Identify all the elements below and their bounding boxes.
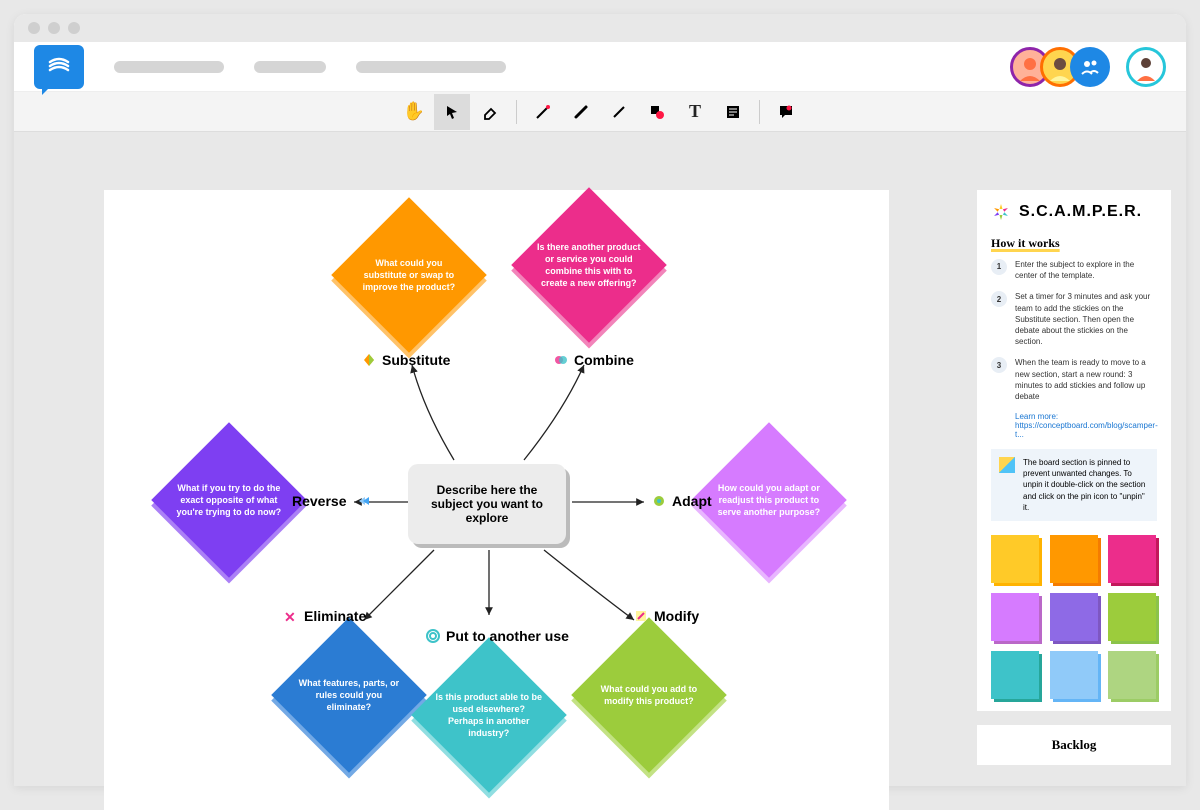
shape-tool[interactable]	[639, 94, 675, 130]
instructions-panel: S.C.A.M.P.E.R. How it works 1Enter the s…	[977, 190, 1171, 711]
how-it-works-title: How it works	[991, 236, 1157, 251]
sticky-swatch[interactable]	[991, 593, 1039, 641]
node-adapt[interactable]: How could you adapt or readjust this pro…	[714, 445, 824, 555]
label-put: Put to another use	[426, 628, 569, 644]
sticky-swatch[interactable]	[991, 651, 1039, 699]
sticky-swatch[interactable]	[1108, 535, 1156, 583]
canvas[interactable]: What could you substitute or swap to imp…	[104, 190, 889, 810]
node-prompt: What could you substitute or swap to imp…	[354, 257, 464, 293]
app-window: ✋ T	[14, 14, 1186, 786]
window-dot[interactable]	[48, 22, 60, 34]
avatar-group	[1020, 47, 1166, 87]
sticky-swatch[interactable]	[1050, 593, 1098, 641]
toolbar: ✋ T	[14, 92, 1186, 132]
brush-tool[interactable]	[563, 94, 599, 130]
avatar[interactable]	[1126, 47, 1166, 87]
pointer-tool[interactable]	[434, 94, 470, 130]
label-eliminate: ✕Eliminate	[284, 608, 366, 624]
sticky-swatch[interactable]	[1050, 535, 1098, 583]
note-tool[interactable]	[715, 94, 751, 130]
side-panel: S.C.A.M.P.E.R. How it works 1Enter the s…	[977, 190, 1171, 779]
titlebar	[14, 14, 1186, 42]
node-combine[interactable]: Is there another product or service you …	[534, 210, 644, 320]
node-prompt: Is there another product or service you …	[534, 241, 644, 290]
node-prompt: What if you try to do the exact opposite…	[174, 482, 284, 518]
label-combine: Combine	[554, 352, 634, 368]
line-tool[interactable]	[601, 94, 637, 130]
center-node[interactable]: Describe here the subject you want to ex…	[408, 464, 566, 544]
comment-tool[interactable]	[768, 94, 804, 130]
step-3: 3When the team is ready to move to a new…	[991, 357, 1157, 402]
node-prompt: What features, parts, or rules could you…	[294, 677, 404, 713]
workarea[interactable]: What could you substitute or swap to imp…	[14, 132, 1186, 786]
sticky-palette	[991, 535, 1157, 699]
label-adapt: Adapt	[652, 493, 712, 509]
node-prompt: What could you add to modify this produc…	[594, 683, 704, 707]
sticky-swatch[interactable]	[1108, 593, 1156, 641]
pin-icon	[999, 457, 1015, 473]
panel-title: S.C.A.M.P.E.R.	[991, 202, 1157, 222]
sticky-swatch[interactable]	[1050, 651, 1098, 699]
step-2: 2Set a timer for 3 minutes and ask your …	[991, 291, 1157, 347]
label-reverse: Reverse	[292, 493, 371, 509]
pin-tip: The board section is pinned to prevent u…	[991, 449, 1157, 521]
backlog-panel[interactable]: Backlog	[977, 725, 1171, 765]
burst-icon	[991, 202, 1011, 222]
sticky-swatch[interactable]	[991, 535, 1039, 583]
node-prompt: How could you adapt or readjust this pro…	[714, 482, 824, 518]
step-1: 1Enter the subject to explore in the cen…	[991, 259, 1157, 281]
node-eliminate[interactable]: What features, parts, or rules could you…	[294, 640, 404, 750]
pen-tool[interactable]	[525, 94, 561, 130]
label-substitute: Substitute	[362, 352, 450, 368]
eraser-tool[interactable]	[472, 94, 508, 130]
sticky-swatch[interactable]	[1108, 651, 1156, 699]
node-reverse[interactable]: What if you try to do the exact opposite…	[174, 445, 284, 555]
learn-more[interactable]: Learn more: https://conceptboard.com/blo…	[1015, 412, 1157, 439]
breadcrumb-placeholder	[114, 61, 224, 73]
window-dot[interactable]	[68, 22, 80, 34]
toolbar-separator	[516, 100, 517, 124]
node-put[interactable]: Is this product able to be used elsewher…	[434, 660, 544, 770]
breadcrumb-placeholder	[356, 61, 506, 73]
window-dot[interactable]	[28, 22, 40, 34]
breadcrumb-placeholder	[254, 61, 326, 73]
toolbar-separator	[759, 100, 760, 124]
hand-tool[interactable]: ✋	[396, 94, 432, 130]
logo-swirl-icon	[44, 52, 74, 82]
node-substitute[interactable]: What could you substitute or swap to imp…	[354, 220, 464, 330]
node-prompt: Is this product able to be used elsewher…	[434, 691, 544, 740]
header	[14, 42, 1186, 92]
app-logo[interactable]	[34, 45, 84, 89]
text-tool[interactable]: T	[677, 94, 713, 130]
label-modify: Modify	[634, 608, 699, 624]
node-modify[interactable]: What could you add to modify this produc…	[594, 640, 704, 750]
share-button[interactable]	[1070, 47, 1110, 87]
